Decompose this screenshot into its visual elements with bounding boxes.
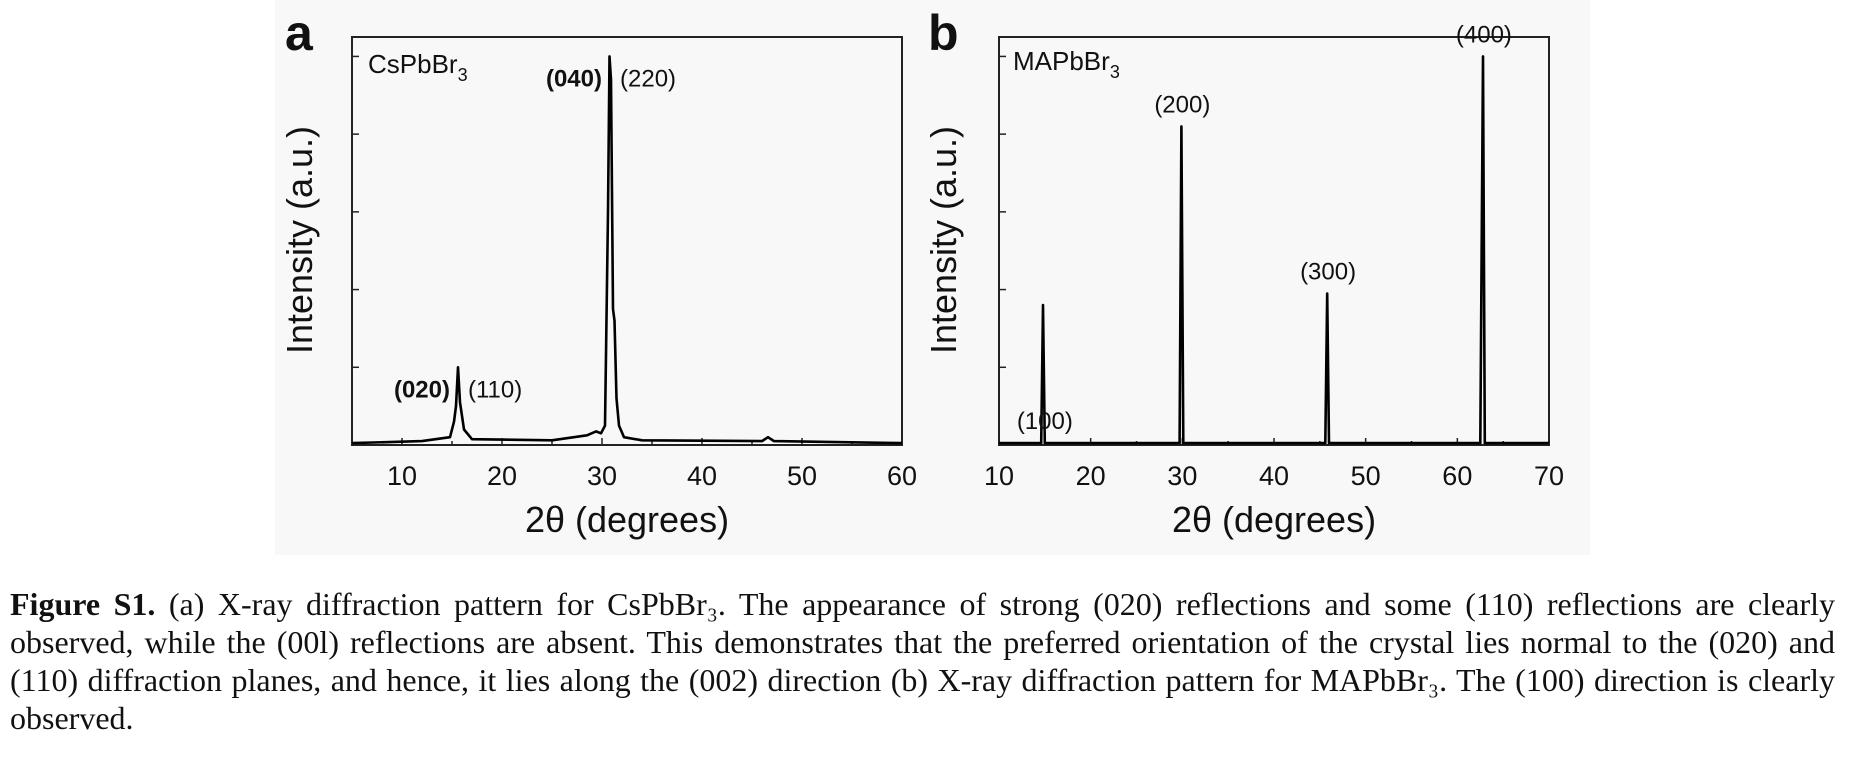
panel-a-peak-label-bold: (020) xyxy=(394,376,450,403)
panel-a-x-tick-label: 10 xyxy=(387,461,417,491)
panel-a-peak-label-bold: (040) xyxy=(546,65,602,92)
panel-b-sample-label: MAPbBr3 xyxy=(1013,46,1120,82)
panel-b-plot-frame xyxy=(998,36,1550,446)
figure-background xyxy=(275,0,1590,555)
panel-a-sample-label: CsPbBr3 xyxy=(368,49,468,85)
panel-b-series-line xyxy=(999,55,1549,445)
panel-b-x-tick-label: 60 xyxy=(1442,461,1472,491)
panel-b-x-tick-label: 10 xyxy=(984,461,1014,491)
figure-svg: a CsPbBr3 Intensity (a.u.) 2θ (degrees) … xyxy=(279,5,1564,540)
panel-b-x-axis-title: 2θ (degrees) xyxy=(1172,499,1376,540)
panel-b-peak-label: (300) xyxy=(1300,258,1356,285)
panel-b-y-ticks xyxy=(999,55,1006,369)
panel-b-x-tick-label: 40 xyxy=(1259,461,1289,491)
panel-b-annotations: (100) (200) (300) (400) xyxy=(1017,21,1512,435)
caption-text: (a) X-ray diffraction pattern for CsPbBr… xyxy=(10,586,1836,736)
panel-b-peak-label: (200) xyxy=(1154,91,1210,118)
panel-b-x-ticks: 10 20 30 40 50 60 70 xyxy=(984,438,1564,491)
panel-b-x-tick-label: 20 xyxy=(1076,461,1106,491)
panel-a-peak-label: (110) xyxy=(468,376,522,403)
panel-b-x-tick-label: 30 xyxy=(1167,461,1197,491)
caption-label: Figure S1. xyxy=(10,586,156,622)
panel-b-x-tick-label: 50 xyxy=(1351,461,1381,491)
panel-a-peak-label: (220) xyxy=(620,65,676,92)
panel-b-chart: b MAPbBr3 Intensity (a.u.) 2θ (degrees) … xyxy=(923,5,1564,540)
panel-a-y-axis-title: Intensity (a.u.) xyxy=(279,126,320,354)
panel-a-letter: a xyxy=(285,5,314,61)
panel-a-y-ticks xyxy=(352,55,359,369)
panel-a-x-ticks: 10 20 30 40 50 60 xyxy=(351,438,917,491)
panel-a-series-line xyxy=(351,55,903,445)
panel-a-annotations: (020) (110) (040) (220) xyxy=(394,65,676,403)
panel-b-letter: b xyxy=(928,5,959,61)
panel-a-x-tick-label: 50 xyxy=(787,461,817,491)
figure-caption: Figure S1. (a) X-ray diffraction pattern… xyxy=(10,585,1835,737)
panel-a-x-tick-label: 20 xyxy=(487,461,517,491)
panel-a-chart: a CsPbBr3 Intensity (a.u.) 2θ (degrees) … xyxy=(279,5,917,540)
panel-a-x-tick-label: 60 xyxy=(887,461,917,491)
panel-b-x-tick-label: 70 xyxy=(1534,461,1564,491)
panel-b-peak-label: (400) xyxy=(1456,21,1512,48)
panel-b-peak-label: (100) xyxy=(1017,408,1073,435)
panel-a-plot-frame xyxy=(351,36,903,446)
panel-a-x-tick-label: 30 xyxy=(587,461,617,491)
panel-b-y-axis-title: Intensity (a.u.) xyxy=(923,126,964,354)
panel-a-x-tick-label: 40 xyxy=(687,461,717,491)
panel-a-x-axis-title: 2θ (degrees) xyxy=(525,499,729,540)
